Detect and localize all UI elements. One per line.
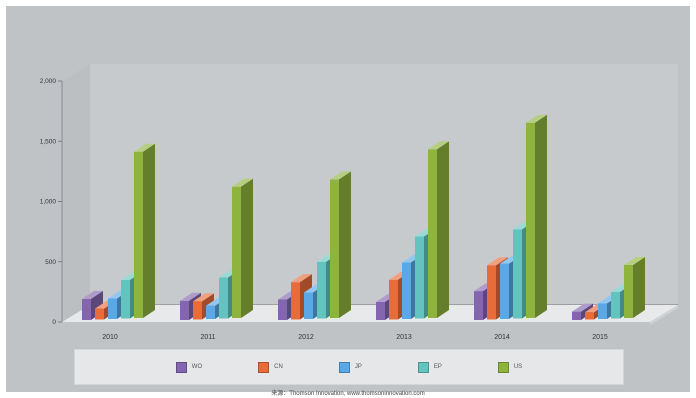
bar-front [526,122,535,318]
bar-front [474,291,483,320]
legend-swatch [175,361,187,373]
legend-label: EP [433,364,442,370]
bar-side [241,178,253,318]
y-axis: 2,000 1,500 1,000 500 0 [40,78,63,326]
bar [134,143,155,318]
legend-item: EP [417,361,442,373]
legend-item: JP [338,361,362,373]
bar-front [82,298,91,320]
bar [526,114,547,318]
source-note: 来源：Thomson Innovation, www.thomsoninnova… [271,391,425,397]
x-tick-label: 2012 [298,334,314,341]
x-tick-label: 2015 [592,334,608,341]
legend-label: CN [274,364,283,370]
y-tick-label: 1,500 [40,138,57,145]
bar-top [428,141,449,150]
bar-front [317,261,326,319]
bar-front [193,301,202,320]
bar-front [415,236,424,319]
bar-front [572,311,581,320]
bar-front [624,264,633,318]
bar-front [487,265,496,320]
bar [232,178,253,318]
bar-top [624,256,645,265]
legend-item: WO [175,361,203,373]
y-tick-label: 1,000 [40,199,57,206]
bar-front [376,301,385,320]
bar-top [291,274,312,283]
floor-edge [650,305,678,325]
x-tick-label: 2014 [494,334,510,341]
bar-top [526,114,547,123]
bar-front [180,300,189,320]
bar-front [500,263,509,319]
bar-top [330,171,351,180]
legend-swatch [497,361,509,373]
bar-front [389,279,398,320]
bar-top [572,303,593,312]
legend-item: CN [258,361,283,373]
legend-swatch [417,361,429,373]
legend-label: US [513,364,523,370]
x-tick-label: 2011 [200,334,215,341]
bar [428,141,449,318]
bar-top [232,178,253,187]
bar-front [428,149,437,318]
bar-front [330,179,339,318]
bar-side [143,143,155,318]
bar-top [134,143,155,152]
bar-front [611,291,620,319]
bar-side [339,171,351,318]
bar-front [402,262,411,319]
bar-front [232,186,241,318]
back-wall [90,64,678,305]
bar-front [219,277,228,319]
y-tick-label: 0 [52,319,56,326]
legend-item: US [497,361,523,373]
bar-front [598,303,607,319]
bars [82,114,645,320]
bar-top [82,290,103,299]
bar-side [437,141,449,318]
legend-swatch [258,361,270,373]
bar-front [513,229,522,319]
x-tick-label: 2013 [396,334,412,341]
y-tick-label: 2,000 [40,78,57,85]
bar [330,171,351,318]
bar-front [95,308,104,320]
legend-swatch [338,361,350,373]
bar-front [108,298,117,319]
x-axis: 2010 2011 2012 2013 2014 2015 [102,334,608,341]
bar-front [121,279,130,319]
bar-front [278,299,287,320]
bar-top [180,292,201,301]
bar-front [585,312,594,320]
bar-top [193,293,214,302]
bar-front [206,305,215,319]
bar-side [633,256,645,318]
bar-top [487,257,508,266]
bar-front [304,292,313,319]
side-wall [62,64,90,322]
x-tick-label: 2010 [102,334,118,341]
bar-front [134,151,143,318]
bar-side [535,114,547,318]
legend: WO CN JP EP US [74,349,624,385]
bar [624,256,645,318]
y-tick-label: 500 [45,259,56,266]
legend-label: JP [354,364,362,370]
legend-label: WO [191,364,203,370]
bar-front [291,282,300,320]
